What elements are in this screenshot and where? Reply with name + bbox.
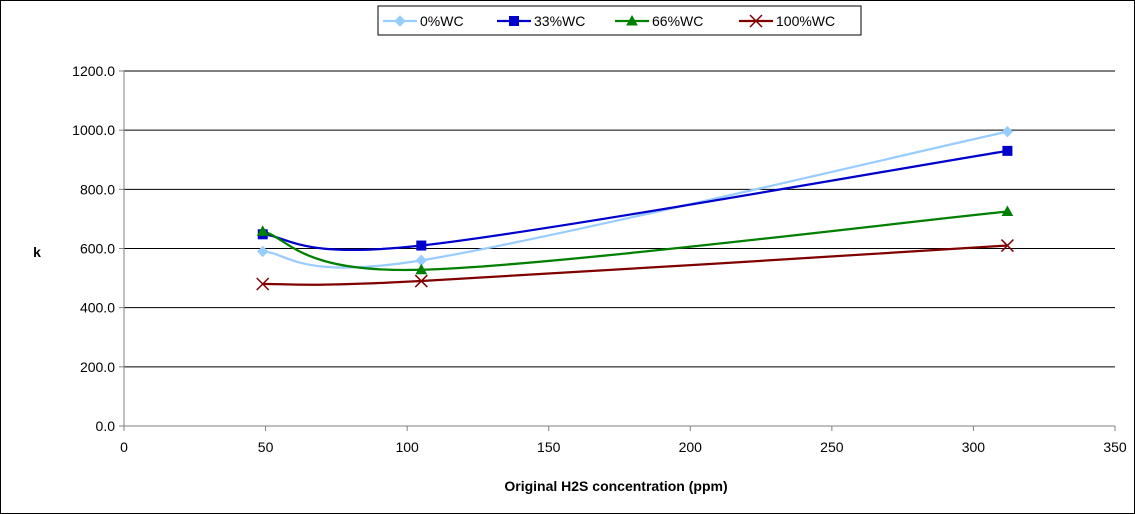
legend-marker bbox=[509, 16, 519, 26]
y-tick-label: 600.0 bbox=[80, 241, 115, 257]
y-tick-labels: 0.0 200.0 400.0 600.0 800.0 1000.0 1200.0 bbox=[72, 63, 115, 434]
data-point-marker bbox=[414, 274, 428, 288]
data-point-marker bbox=[415, 263, 428, 275]
axes bbox=[119, 70, 1116, 431]
y-tick-label: 1200.0 bbox=[72, 63, 115, 79]
legend-label: 33%WC bbox=[534, 13, 585, 29]
x-tick-label: 100 bbox=[395, 439, 419, 455]
series-markers bbox=[256, 125, 1014, 291]
x-tick-label: 200 bbox=[679, 439, 703, 455]
x-tick-label: 150 bbox=[537, 439, 561, 455]
gridlines bbox=[124, 70, 1115, 368]
data-point-marker bbox=[1002, 145, 1013, 156]
series-line-100pct-wc bbox=[262, 244, 1008, 286]
x-tick-label: 50 bbox=[258, 439, 274, 455]
y-axis-title: k bbox=[33, 244, 41, 260]
data-point-marker bbox=[416, 240, 427, 251]
legend-label: 0%WC bbox=[420, 13, 464, 29]
data-point-marker bbox=[257, 245, 269, 258]
data-point-marker bbox=[1001, 125, 1014, 138]
legend-marker bbox=[749, 14, 763, 28]
y-tick-label: 200.0 bbox=[80, 359, 115, 375]
series-line-33pct-wc bbox=[262, 149, 1008, 252]
y-tick-label: 0.0 bbox=[96, 418, 116, 434]
y-tick-label: 400.0 bbox=[80, 300, 115, 316]
data-point-marker bbox=[1001, 205, 1014, 217]
legend-label: 100%WC bbox=[776, 13, 835, 29]
data-point-marker bbox=[256, 225, 269, 236]
series-line-66pct-wc bbox=[262, 210, 1008, 272]
data-point-marker bbox=[1000, 239, 1014, 253]
x-tick-label: 350 bbox=[1103, 439, 1127, 455]
legend: 0%WC 33%WC 66%WC 100%WC bbox=[377, 5, 862, 36]
legend-marker bbox=[626, 14, 638, 26]
legend-label: 66%WC bbox=[652, 13, 703, 29]
series-line-0pct-wc bbox=[262, 130, 1008, 269]
legend-marker bbox=[394, 15, 406, 27]
series-lines bbox=[262, 130, 1008, 286]
y-tick-label: 800.0 bbox=[80, 181, 115, 197]
x-tick-label: 300 bbox=[962, 439, 986, 455]
y-tick-label: 1000.0 bbox=[72, 122, 115, 138]
x-tick-label: 0 bbox=[120, 439, 128, 455]
data-point-marker bbox=[256, 277, 270, 291]
x-axis-title: Original H2S concentration (ppm) bbox=[504, 478, 727, 494]
x-tick-label: 250 bbox=[820, 439, 844, 455]
x-tick-labels: 0 50 100 150 200 250 300 350 bbox=[120, 439, 1127, 455]
